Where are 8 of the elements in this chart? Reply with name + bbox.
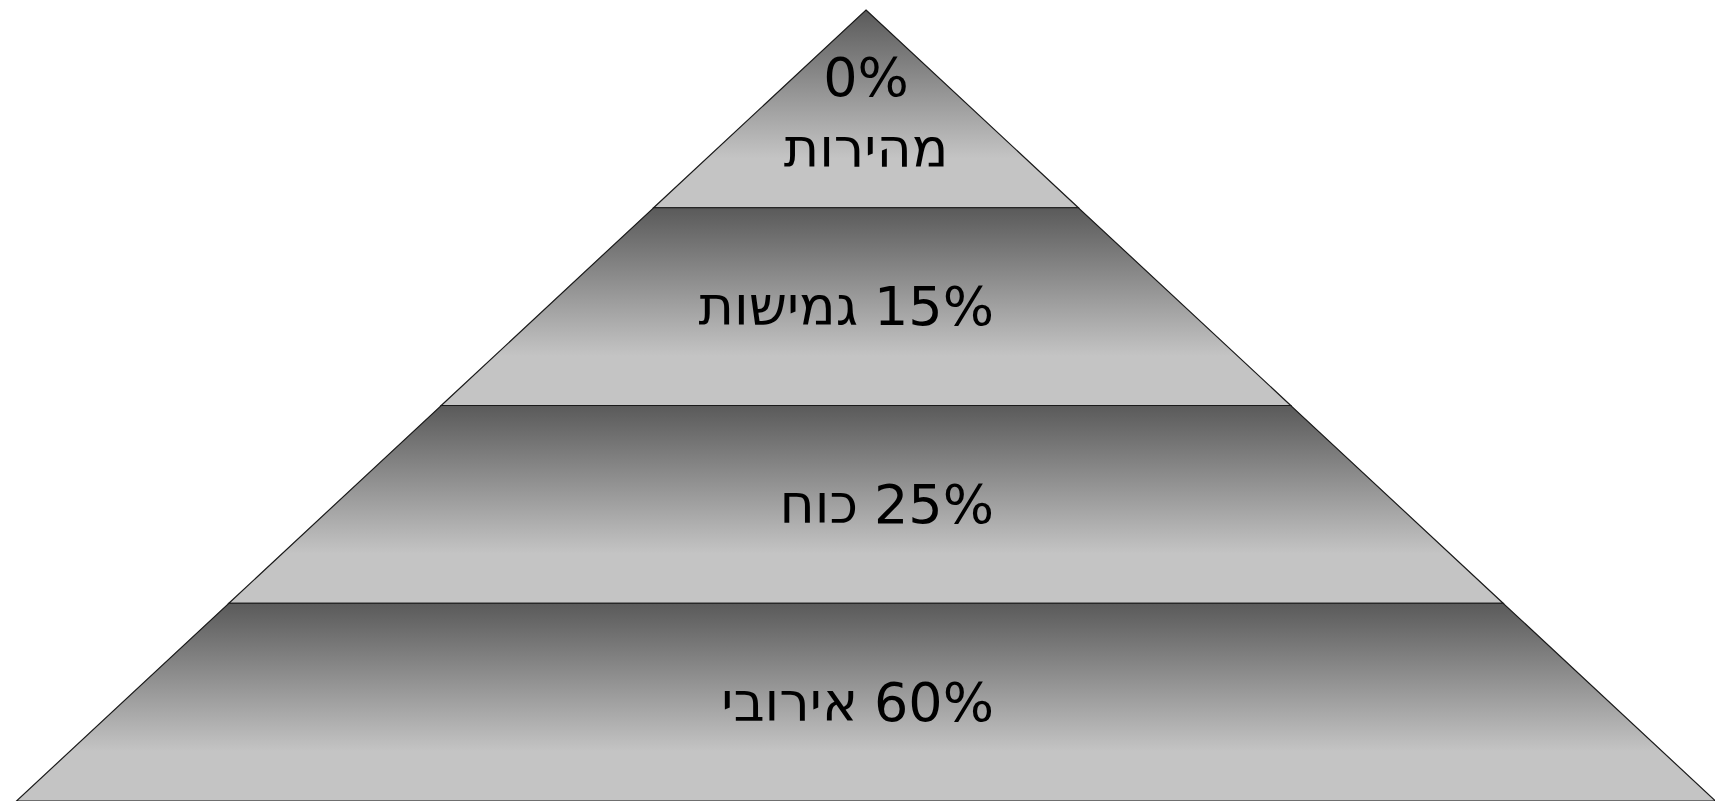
category-label: אירובי [721,670,858,734]
data-label: 0% [823,45,909,109]
data-label: 60% [874,670,995,734]
category-label: כוח [779,473,858,537]
data-label: 25% [874,473,995,537]
category-label: גמישות [698,275,858,339]
data-label: 15% [874,275,995,339]
category-label: מהירות [783,117,949,181]
